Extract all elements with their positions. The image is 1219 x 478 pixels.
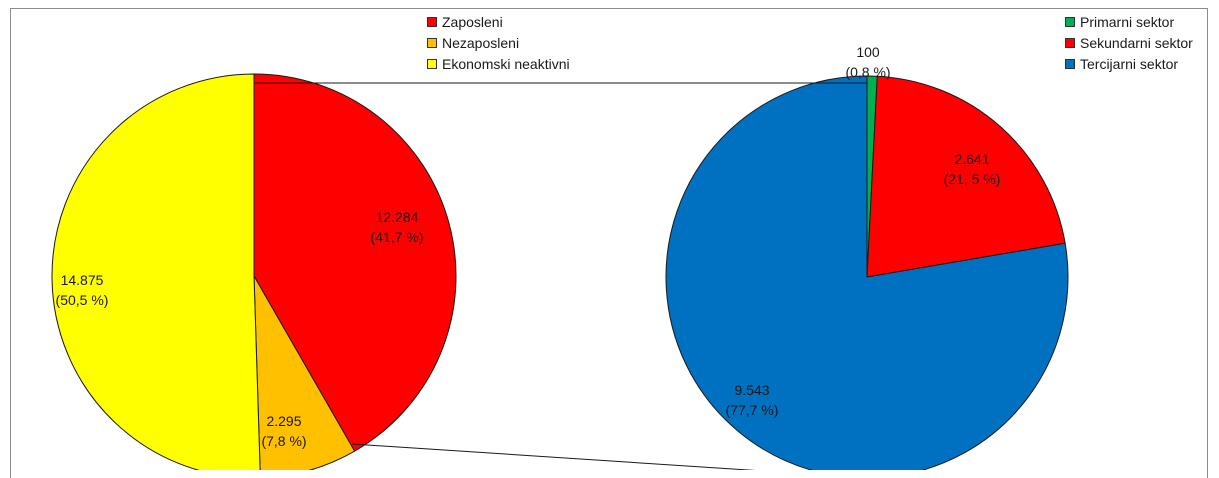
left-percent-label-zaposleni: (41,7 %) (371, 229, 424, 245)
left-percent-label-ekonomski-neaktivni: (50,5 %) (56, 292, 109, 308)
right-value-label-primarni-sektor: 100 (856, 44, 880, 60)
chart-frame (10, 8, 1208, 478)
right-value-label-sekundarni-sektor: 2.641 (954, 151, 989, 167)
right-value-label-tercijarni-sektor: 9.543 (734, 382, 769, 398)
legend-label-primarni-sektor: Primarni sektor (1080, 13, 1175, 30)
pie-slice-zaposleni (253, 73, 457, 452)
legend-item-primarni-sektor: Primarni sektor (1065, 11, 1193, 32)
legend-label-ekonomski-neaktivni: Ekonomski neaktivni (442, 55, 570, 72)
left-value-label-nezaposleni: 2.295 (266, 413, 301, 429)
pie-slice-tercijarni-sektor (665, 75, 1069, 470)
legend-right: Primarni sektor Sekundarni sektor Tercij… (1065, 11, 1193, 74)
legend-item-tercijarni-sektor: Tercijarni sektor (1065, 53, 1193, 74)
legend-label-sekundarni-sektor: Sekundarni sektor (1080, 34, 1193, 51)
right-percent-label-primarni-sektor: (0,8 %) (845, 64, 890, 80)
legend-swatch-zaposleni (427, 16, 437, 27)
connector-line-bottom (351, 443, 756, 470)
legend-left: Zaposleni Nezaposleni Ekonomski neaktivn… (427, 11, 570, 74)
legend-swatch-nezaposleni (427, 37, 437, 48)
left-value-label-zaposleni: 12.284 (376, 209, 419, 225)
legend-swatch-sekundarni-sektor (1065, 37, 1075, 48)
legend-swatch-tercijarni-sektor (1065, 58, 1075, 69)
legend-item-sekundarni-sektor: Sekundarni sektor (1065, 32, 1193, 53)
legend-swatch-primarni-sektor (1065, 16, 1075, 27)
legend-label-nezaposleni: Nezaposleni (442, 34, 520, 51)
legend-label-zaposleni: Zaposleni (442, 13, 503, 30)
legend-swatch-ekonomski-neaktivni (427, 58, 437, 69)
left-percent-label-nezaposleni: (7,8 %) (261, 433, 306, 449)
pie-slice-nezaposleni (253, 275, 356, 470)
legend-item-nezaposleni: Nezaposleni (427, 32, 570, 53)
pie-slice-ekonomski-neaktivni (51, 73, 261, 470)
legend-item-ekonomski-neaktivni: Ekonomski neaktivni (427, 53, 570, 74)
right-percent-label-sekundarni-sektor: (21, 5 %) (944, 171, 1001, 187)
legend-item-zaposleni: Zaposleni (427, 11, 570, 32)
pie-slice-sekundarni-sektor (866, 75, 1066, 278)
legend-label-tercijarni-sektor: Tercijarni sektor (1080, 55, 1179, 72)
left-value-label-ekonomski-neaktivni: 14.875 (61, 272, 104, 288)
right-percent-label-tercijarni-sektor: (77,7 %) (726, 402, 779, 418)
